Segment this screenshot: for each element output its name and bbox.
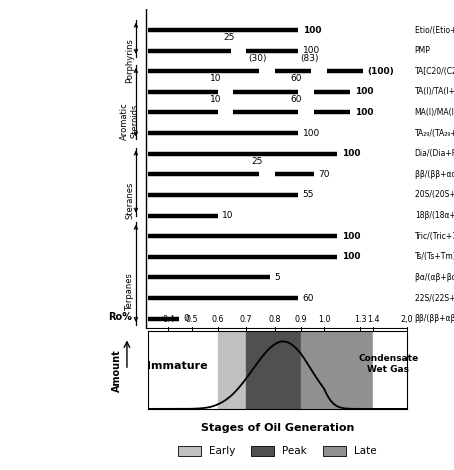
Text: TA(I)/TA(I+II): TA(I)/TA(I+II) — [415, 87, 454, 96]
Text: 0.5: 0.5 — [185, 314, 198, 323]
Text: Aromatic
Steroids: Aromatic Steroids — [120, 102, 140, 140]
Text: 25: 25 — [223, 33, 234, 42]
Bar — [217, 331, 246, 409]
Text: PMP: PMP — [415, 46, 430, 55]
Text: 18β/(18α+18β)-Oleanane: 18β/(18α+18β)-Oleanane — [415, 211, 454, 220]
Text: TA₂₉/(TA₂₉+MA₂₉): TA₂₉/(TA₂₉+MA₂₉) — [415, 129, 454, 138]
Text: 60: 60 — [303, 294, 314, 303]
Text: Porphyrins: Porphyrins — [125, 38, 134, 83]
Text: 1.0: 1.0 — [318, 314, 330, 323]
Text: 100: 100 — [341, 232, 360, 241]
Text: 0.9: 0.9 — [294, 314, 307, 323]
Text: 0.4: 0.4 — [162, 314, 175, 323]
Text: 0.8: 0.8 — [268, 314, 281, 323]
Legend: Early, Peak, Late: Early, Peak, Late — [175, 443, 380, 460]
Text: 25: 25 — [252, 157, 263, 166]
Text: 22S/(22S+22R)-Hopane (C₃₂): 22S/(22S+22R)-Hopane (C₃₂) — [415, 294, 454, 303]
Text: 55: 55 — [303, 190, 314, 199]
Bar — [373, 331, 407, 409]
Text: TA[C20/(C20+C28]: TA[C20/(C20+C28] — [415, 67, 454, 76]
Text: Dia/(Dia+Reg)-Sterane: Dia/(Dia+Reg)-Sterane — [415, 149, 454, 158]
Text: 10: 10 — [210, 95, 222, 104]
Text: 100: 100 — [303, 129, 320, 138]
Text: Stages of Oil Generation: Stages of Oil Generation — [201, 423, 354, 433]
Bar — [148, 331, 217, 409]
Text: Tric/(Tric+17α-Hop): Tric/(Tric+17α-Hop) — [415, 232, 454, 241]
Text: 5: 5 — [274, 273, 280, 282]
Text: MA(I)/MA(I+II): MA(I)/MA(I+II) — [415, 108, 454, 117]
Text: 20S/(20S+20R)-Sterane (C₂₉): 20S/(20S+20R)-Sterane (C₂₉) — [415, 190, 454, 199]
Text: ββ/(ββ+αα)-Sterane (C₂₉): ββ/(ββ+αα)-Sterane (C₂₉) — [415, 170, 454, 179]
Text: βα/(αβ+βα)-Hopane (C₃₀): βα/(αβ+βα)-Hopane (C₃₀) — [415, 273, 454, 282]
Text: 1.3: 1.3 — [354, 314, 366, 323]
Text: Ts/(Ts+Tm): Ts/(Ts+Tm) — [415, 252, 454, 261]
Bar — [246, 331, 301, 409]
Text: Steranes: Steranes — [125, 181, 134, 219]
Text: Condensate
Wet Gas: Condensate Wet Gas — [358, 354, 419, 374]
Text: 100: 100 — [355, 108, 373, 117]
Text: 0.6: 0.6 — [212, 314, 224, 323]
Text: 100: 100 — [303, 46, 320, 55]
Text: 60: 60 — [290, 95, 302, 104]
Text: 0.7: 0.7 — [240, 314, 252, 323]
Text: 100: 100 — [341, 252, 360, 261]
Text: Immature: Immature — [148, 361, 208, 371]
Text: 2,0: 2,0 — [400, 314, 413, 323]
Text: 100: 100 — [355, 87, 373, 96]
Text: 70: 70 — [318, 170, 330, 179]
Text: Amount: Amount — [112, 349, 122, 392]
Text: 100: 100 — [341, 149, 360, 158]
Text: (30): (30) — [248, 54, 266, 63]
Text: 10: 10 — [210, 74, 222, 83]
Text: 100: 100 — [303, 25, 321, 34]
Text: Ro%: Ro% — [108, 312, 132, 322]
Text: (83): (83) — [300, 54, 318, 63]
Text: Etio/(Etio+DPEP) Nickel: Etio/(Etio+DPEP) Nickel — [415, 25, 454, 34]
Text: 60: 60 — [290, 74, 302, 83]
Text: 0: 0 — [183, 314, 189, 323]
Text: 10: 10 — [222, 211, 234, 220]
Text: 1.4: 1.4 — [367, 314, 380, 323]
Text: ββ/(ββ+αβ+βα)-Hopane: ββ/(ββ+αβ+βα)-Hopane — [415, 314, 454, 323]
Text: (100): (100) — [368, 67, 394, 76]
Bar — [301, 331, 373, 409]
Text: Terpanes: Terpanes — [125, 274, 134, 311]
